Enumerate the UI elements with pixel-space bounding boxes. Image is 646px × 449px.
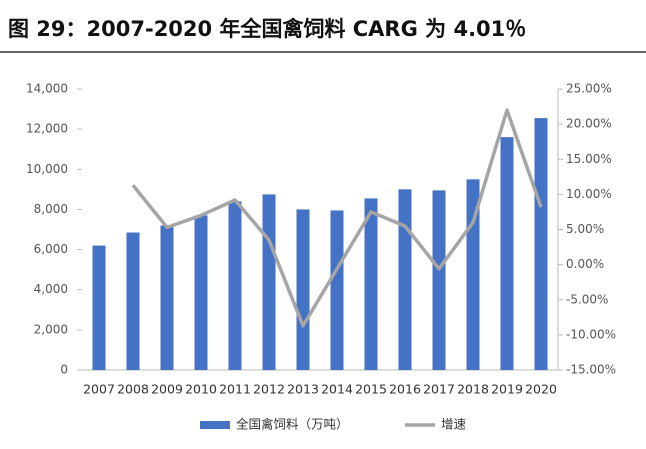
bar (228, 201, 242, 370)
legend-label: 增速 (441, 417, 467, 432)
x-tick-label: 2011 (219, 382, 251, 397)
y-tick-label: 6,000 (34, 242, 68, 256)
y-tick-label: 10,000 (26, 162, 68, 176)
x-tick-label: 2007 (83, 382, 115, 397)
y2-tick-label: 15.00% (566, 152, 612, 166)
y2-tick-label: 25.00% (566, 82, 612, 96)
bar (92, 245, 106, 370)
x-tick-label: 2014 (321, 382, 353, 397)
line (131, 108, 543, 328)
x-tick-label: 2013 (287, 382, 319, 397)
y2-tick-label: 0.00% (566, 257, 604, 271)
y2-tick-label: 20.00% (566, 117, 612, 131)
bar (296, 209, 310, 370)
legend-label: 全国禽饲料（万吨） (236, 417, 349, 432)
bar (160, 225, 174, 370)
x-tick-label: 2008 (117, 382, 149, 397)
y2-tick-label: -15.00% (566, 363, 616, 377)
y-tick-label: 0 (60, 363, 68, 377)
bar (126, 232, 140, 370)
x-tick-label: 2019 (491, 382, 523, 397)
chart-title: 图 29：2007-2020 年全国禽饲料 CARG 为 4.01％ (8, 17, 526, 41)
x-tick-label: 2009 (151, 382, 183, 397)
y2-tick-label: -5.00% (566, 292, 608, 306)
x-tick-label: 2012 (253, 382, 285, 397)
bar (398, 189, 412, 370)
bar (500, 137, 514, 370)
y2-tick-label: 10.00% (566, 187, 612, 201)
y-tick-label: 4,000 (34, 282, 68, 296)
x-tick-label: 2015 (355, 382, 387, 397)
legend-swatch (200, 421, 230, 429)
x-tick-label: 2016 (389, 382, 421, 397)
x-tick-label: 2020 (525, 382, 557, 397)
bar (364, 198, 378, 370)
y2-tick-label: 5.00% (566, 222, 604, 236)
x-tick-label: 2010 (185, 382, 217, 397)
y-tick-label: 14,000 (26, 82, 68, 96)
y2-tick-label: -10.00% (566, 327, 616, 341)
x-tick-label: 2018 (457, 382, 489, 397)
y-tick-label: 8,000 (34, 202, 68, 216)
bar (262, 194, 276, 370)
y-tick-label: 2,000 (34, 322, 68, 336)
bar (330, 210, 344, 370)
x-tick-label: 2017 (423, 382, 455, 397)
bar (194, 215, 208, 370)
y-tick-label: 12,000 (26, 122, 68, 136)
bar (534, 118, 548, 370)
bar (432, 190, 446, 370)
